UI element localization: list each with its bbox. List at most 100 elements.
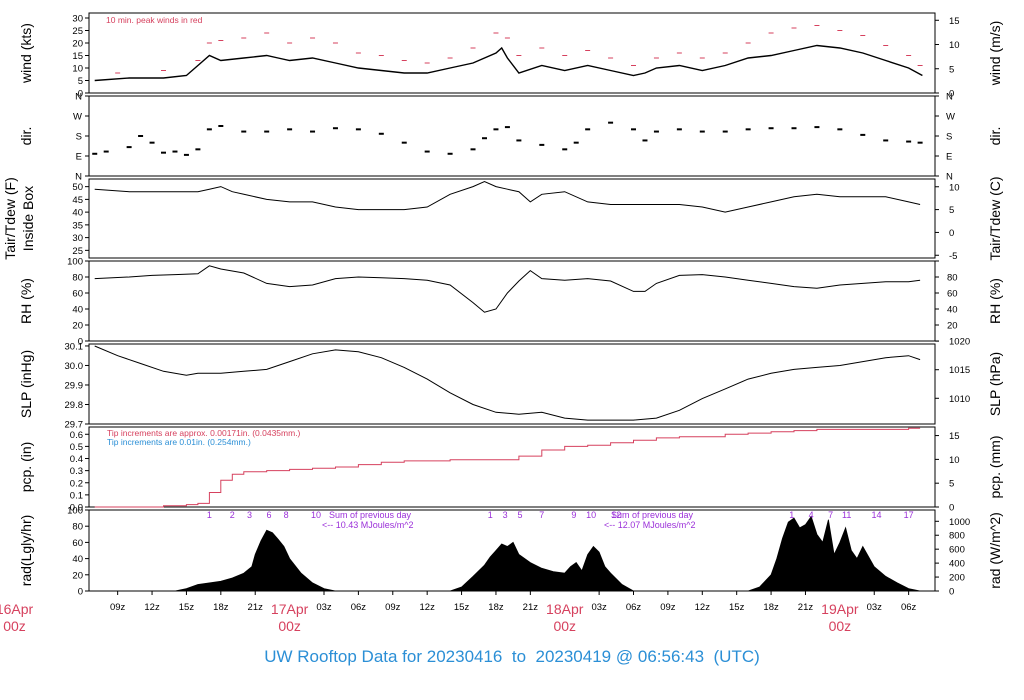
rad-ytick-label-right: 1000 [949,517,970,528]
x-date-hour-label: 00z [829,618,852,634]
rad-ylabel: rad(Lgly/hr) [18,515,34,587]
rad-ytick-label: 0 [78,587,83,598]
wind-ytick-label: 0 [78,89,83,100]
x-tick-label: 06z [351,602,367,613]
slp-ytick-label: 29.8 [65,400,84,411]
temp-line [94,180,921,213]
slp-ytick-label-right: 1015 [949,365,970,376]
rh-ytick-label: 20 [72,321,83,332]
rad-hour-label: 1 [789,510,794,520]
wind-ylabel-right: wind (m/s) [987,21,1003,87]
rad-area [174,515,921,592]
rad-ytick-label: 100 [67,506,83,517]
pcp-note-2: Tip increments are 0.01in. (0.254mm.) [107,437,251,447]
rad-ytick-label: 20 [72,570,83,581]
rad-hour-label: 1 [488,510,493,520]
rh-line [94,265,921,313]
rh-ytick-label-right: 20 [947,321,958,332]
slp-frame [88,343,936,425]
temp-ylabel2: Inside Box [20,186,36,251]
slp-ytick-label: 29.7 [65,420,84,431]
x-tick-label: 15z [179,602,195,613]
x-date-hour-label: 00z [278,618,301,634]
rad-sum-label: Sum of previous day [611,510,694,520]
pcp-ylabel: pcp. (in) [18,442,34,493]
rad-sum-label: Sum of previous day [329,510,412,520]
x-tick-label: 18z [763,602,779,613]
wind-ytick-label-right: 0 [949,89,954,100]
dir-ytick-label: E [76,152,82,163]
temp-ylabel: Tair/Tdew (F) [2,177,18,259]
pcp-frame [88,426,936,508]
x-tick-label: 03z [316,602,332,613]
wind-ytick-label: 10 [72,64,83,75]
footer-prefix: UW Rooftop Data for [264,647,423,666]
slp-ylabel: SLP (inHg) [18,350,34,418]
footer-title: UW Rooftop Data for 20230416 to 20230419… [0,647,1024,667]
x-tick-label: 21z [248,602,264,613]
wind-ytick-label-right: 10 [949,40,960,51]
temp-ytick-label-right: 10 [949,182,960,193]
pcp-ytick-label: 0.3 [70,466,83,477]
rad-sum-value: <-- 12.07 MJoules/m^2 [604,520,696,530]
wind-annotation: 10 min. peak winds in red [106,15,203,25]
rad-hour-label: 11 [842,510,851,520]
temp-ytick-label-right: 0 [949,228,954,239]
rad-hour-label: 4 [809,510,814,520]
rad-ylabel-right: rad (W/m^2) [987,512,1003,589]
x-tick-label: 06z [901,602,917,613]
rad-hour-label: 8 [284,510,289,520]
x-tick-label: 03z [867,602,883,613]
rh-ytick-label: 40 [72,305,83,316]
rad-ytick-label-right: 0 [949,587,954,598]
dir-frame [88,95,936,177]
temp-ytick-label: 40 [72,208,83,219]
slp-ytick-label-right: 1010 [949,394,970,405]
pcp-note-1: Tip increments are approx. 0.00171in. (0… [107,428,301,438]
x-date-label: 19Apr [821,601,859,617]
x-tick-label: 18z [213,602,229,613]
temp-ytick-label-right: 5 [949,205,954,216]
rh-frame [88,260,936,342]
x-tick-label: 09z [660,602,676,613]
footer-tz: (UTC) [713,647,760,666]
rad-ytick-label: 60 [72,538,83,549]
wind-ytick-label-right: 5 [949,64,954,75]
temp-frame [88,178,936,259]
wind-ytick-label: 5 [78,76,83,87]
temp-ylabel-right: Tair/Tdew (C) [987,176,1003,260]
rad-hour-label: 9 [571,510,576,520]
dir-ytick-label: N [75,92,82,103]
x-tick-label: 09z [110,602,126,613]
rh-ylabel: RH (%) [18,278,34,324]
temp-ytick-label: 45 [72,195,83,206]
dir-ytick-label-right: N [946,172,953,183]
dir-ylabel-right: dir. [987,127,1003,146]
slp-ylabel-right: SLP (hPa) [987,352,1003,416]
x-tick-label: 18z [488,602,504,613]
pcp-ytick-label-right: 15 [949,431,960,442]
rad-hour-label: 6 [266,510,271,520]
rad-hour-label: 2 [230,510,235,520]
wind-mean-line [94,44,923,82]
x-tick-label: 12z [695,602,711,613]
rad-hour-label: 7 [539,510,544,520]
slp-ytick-label: 30.1 [65,341,84,352]
rh-ytick-label: 60 [72,289,83,300]
rad-hour-label: 12 [611,510,621,520]
temp-ytick-label-right: -5 [949,251,957,262]
temp-ytick-label: 25 [72,246,83,257]
slp-ytick-label: 30.0 [65,361,84,372]
wind-frame [88,12,936,94]
x-date-label: 16Apr [0,601,34,617]
dir-ytick-label-right: S [946,132,952,143]
dir-ytick-label-right: W [946,112,955,123]
slp-ytick-label-right: 1020 [949,337,970,348]
footer-end-date: 20230419 [535,647,612,666]
x-tick-label: 09z [385,602,401,613]
pcp-ytick-label-right: 0 [949,503,954,514]
dir-ytick-label-right: N [946,92,953,103]
wind-ytick-label-right: 15 [949,16,960,27]
rad-hour-label: 5 [518,510,523,520]
